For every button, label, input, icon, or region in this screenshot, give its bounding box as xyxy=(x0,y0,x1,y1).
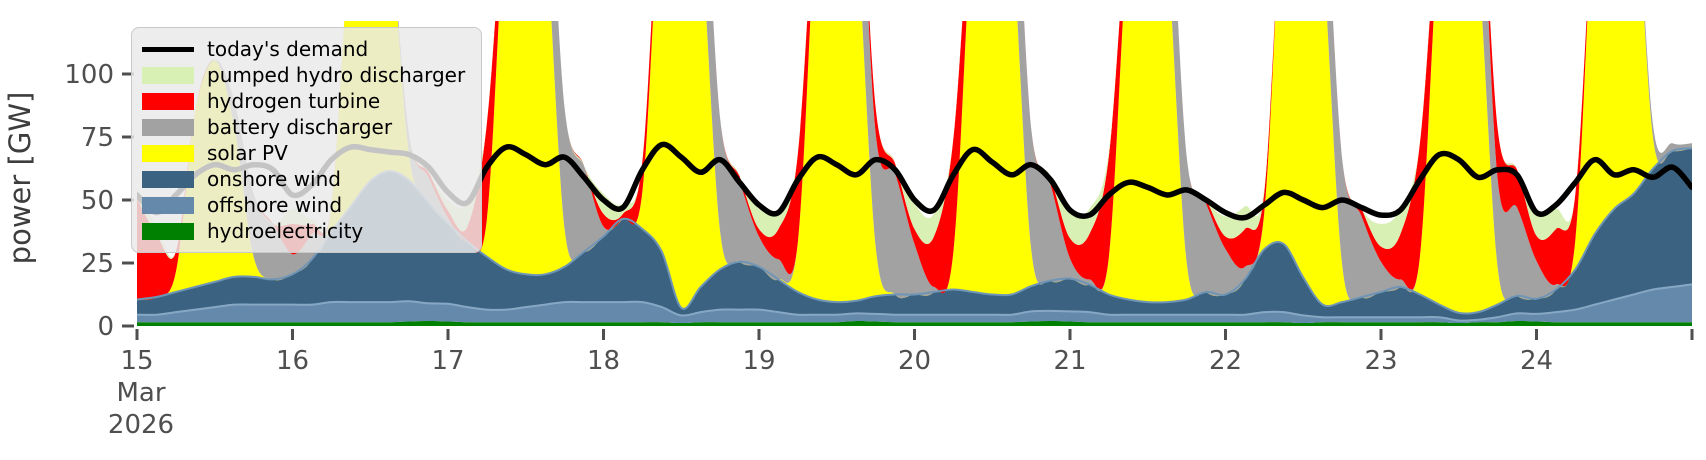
y-tick-label: 50 xyxy=(81,186,114,216)
stacked-areas xyxy=(137,21,1692,326)
x-axis-year-label: 2026 xyxy=(108,410,174,440)
legend-item-onshore-wind: onshore wind xyxy=(142,166,465,192)
legend-item-offshore-wind: offshore wind xyxy=(142,192,465,218)
edge-offshore-wind xyxy=(137,283,1692,322)
legend-item-pumped-hydro-discharger: pumped hydro discharger xyxy=(142,62,465,88)
y-tick-label: 100 xyxy=(64,60,114,90)
legend-swatch-pumped-hydro-discharger xyxy=(142,66,194,84)
area-solar-pv xyxy=(137,21,1692,314)
x-tick-label: 22 xyxy=(1209,346,1242,376)
legend-swatch-solar-pv xyxy=(142,144,194,162)
legend-label-offshore-wind: offshore wind xyxy=(207,193,343,217)
y-axis-label: power [GW] xyxy=(3,92,37,265)
legend-label-onshore-wind: onshore wind xyxy=(207,167,341,191)
legend-label-hydroelectricity: hydroelectricity xyxy=(207,219,364,243)
x-tick-label: 19 xyxy=(742,346,775,376)
x-axis-month-label: Mar xyxy=(116,378,165,408)
area-pumped-hydro-discharger xyxy=(137,21,1692,259)
legend-label-pumped-hydro-discharger: pumped hydro discharger xyxy=(207,63,466,87)
x-tick-label: 16 xyxy=(276,346,309,376)
legend-label-today-s-demand: today's demand xyxy=(207,37,369,61)
area-battery-discharger xyxy=(137,21,1692,301)
x-tick-label: 24 xyxy=(1520,346,1553,376)
legend-swatch-battery-discharger xyxy=(142,118,194,136)
legend-item-hydrogen-turbine: hydrogen turbine xyxy=(142,88,465,114)
legend-item-today-s-demand: today's demand xyxy=(142,36,465,62)
axes: 0 25 50 75 100 15 16 17 18 19 20 21 22 23 24 xyxy=(64,60,1694,376)
y-tick-label: 75 xyxy=(81,123,114,153)
y-tick-label: 0 xyxy=(97,312,114,342)
area-offshore-wind xyxy=(137,284,1692,323)
legend-swatch-offshore-wind xyxy=(142,196,194,214)
legend-item-hydroelectricity: hydroelectricity xyxy=(142,218,465,244)
x-tick-label: 23 xyxy=(1364,346,1397,376)
legend-swatch-today-s-demand xyxy=(142,46,194,52)
x-tick-label: 15 xyxy=(120,346,153,376)
x-tick-label: 21 xyxy=(1053,346,1086,376)
x-tick-label: 18 xyxy=(587,346,620,376)
legend-item-battery-discharger: battery discharger xyxy=(142,114,465,140)
legend-label-battery-discharger: battery discharger xyxy=(207,115,393,139)
legend-label-solar-pv: solar PV xyxy=(207,141,288,165)
legend-swatch-hydroelectricity xyxy=(142,222,194,240)
legend: today's demand pumped hydro discharger hyd… xyxy=(131,27,483,253)
area-hydrogen-turbine xyxy=(137,21,1692,300)
legend-item-solar-pv: solar PV xyxy=(142,140,465,166)
area-hydroelectricity xyxy=(137,320,1692,326)
legend-label-hydrogen-turbine: hydrogen turbine xyxy=(207,89,381,113)
x-tick-label: 20 xyxy=(898,346,931,376)
y-tick-label: 25 xyxy=(81,249,114,279)
legend-swatch-hydrogen-turbine xyxy=(142,92,194,110)
legend-swatch-onshore-wind xyxy=(142,170,194,188)
x-tick-label: 17 xyxy=(431,346,464,376)
